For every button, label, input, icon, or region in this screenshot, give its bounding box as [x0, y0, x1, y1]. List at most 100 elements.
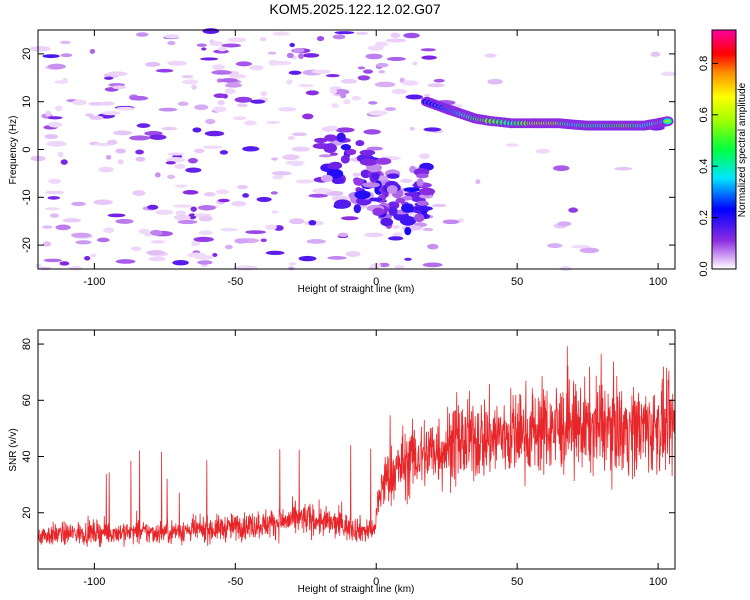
heatmap-cell [136, 123, 151, 128]
heatmap-cell [433, 78, 445, 83]
heatmap-cell [101, 111, 121, 116]
chart-title: KOM5.2025.122.12.02.G07 [269, 1, 440, 17]
heatmap-cell [192, 127, 202, 133]
spectrogram-y-ticks: -20 -10 0 10 20 [21, 48, 675, 253]
heatmap-cell [235, 61, 252, 67]
heatmap-cell [359, 158, 378, 166]
heatmap-cell [362, 69, 374, 74]
heatmap-cell [340, 155, 350, 164]
heatmap-cell [130, 246, 142, 251]
heatmap-cell [265, 120, 281, 125]
heatmap-cell [187, 252, 206, 258]
heatmap-cell [391, 88, 407, 95]
heatmap-cell [418, 187, 436, 196]
heatmap-cell [650, 51, 661, 57]
heatmap-cell [182, 190, 199, 195]
heatmap-cell [265, 250, 285, 255]
heatmap-cell [579, 247, 600, 254]
heatmap-cell [422, 262, 443, 268]
heatmap-cell [57, 151, 64, 158]
heatmap-cell [323, 143, 337, 154]
heatmap-cell [336, 132, 346, 143]
heatmap-cell [392, 225, 400, 230]
heatmap-cell [351, 96, 362, 101]
x-tick-label: 100 [649, 576, 667, 588]
heatmap-cell [289, 218, 305, 225]
heatmap-cell [394, 264, 405, 270]
heatmap-cell [375, 41, 388, 47]
heatmap-cell [62, 77, 68, 83]
heatmap-cell [318, 154, 333, 158]
heatmap-cell [422, 227, 434, 232]
heatmap-cell [54, 105, 63, 112]
heatmap-cell [182, 79, 199, 85]
snr-y-label: SNR (v/v) [8, 428, 19, 471]
heatmap-cell [215, 189, 230, 195]
heatmap-cell [68, 265, 83, 271]
heatmap-cell [242, 146, 260, 152]
heatmap-cell [200, 57, 219, 61]
heatmap-cell [380, 217, 394, 227]
heatmap-cell [237, 184, 248, 190]
spectrogram-frame [37, 29, 676, 270]
heatmap-cell [217, 46, 227, 52]
colorbar-ticks: 0.0 0.2 0.4 0.6 0.8 [698, 56, 718, 277]
heatmap-cell [115, 218, 134, 224]
heatmap-cell [148, 256, 166, 262]
heatmap-cell [399, 216, 417, 226]
heatmap-cell [201, 47, 207, 51]
heatmap-cell [268, 59, 279, 66]
heatmap-cell [172, 260, 189, 266]
heatmap-cell [161, 126, 178, 131]
snr-x-ticks: -100 -50 0 50 100 [83, 330, 667, 588]
heatmap-cell [165, 161, 176, 165]
heatmap-cell [45, 110, 52, 117]
heatmap-cell [167, 174, 176, 180]
heatmap-cell [236, 103, 248, 108]
heatmap-cell [71, 201, 86, 206]
heatmap-cell [48, 121, 63, 128]
spectrogram-x-ticks: -100 -50 0 50 100 [83, 30, 667, 288]
heatmap-cell [404, 227, 412, 236]
heatmap-cell [387, 201, 400, 210]
colorbar-tick-label: 0.0 [698, 261, 710, 276]
heatmap-cell [340, 93, 347, 99]
heatmap-cell [320, 174, 333, 182]
heatmap-cell [334, 199, 352, 209]
heatmap-cell [416, 173, 429, 179]
heatmap-cell [357, 75, 371, 81]
heatmap-cell [312, 187, 333, 194]
doppler-ridge [420, 96, 674, 131]
heatmap-cell [505, 143, 520, 147]
heatmap-cell [341, 216, 359, 221]
heatmap-cell [272, 31, 290, 36]
colorbar-frame [711, 29, 737, 270]
heatmap-cell [75, 240, 92, 245]
heatmap-cell [224, 244, 233, 250]
y-tick-label: 40 [21, 450, 33, 462]
heatmap-cell [249, 65, 264, 71]
heatmap-cell [416, 178, 424, 187]
heatmap-cell [357, 66, 366, 70]
heatmap-cell [423, 127, 442, 132]
heatmap-cell [173, 214, 191, 221]
heatmap-cell [568, 207, 579, 213]
heatmap-cell [129, 135, 151, 141]
heatmap-cell [409, 81, 419, 86]
snr-x-label: Height of straight line (km) [298, 584, 415, 595]
heatmap-cell [227, 37, 247, 43]
heatmap-cell [60, 53, 73, 58]
heatmap-cell [103, 76, 114, 80]
heatmap-cell [259, 37, 267, 42]
heatmap-cell [219, 78, 239, 83]
heatmap-cell [378, 262, 390, 268]
heatmap-cell [44, 134, 58, 140]
heatmap-cell [390, 32, 401, 38]
heatmap-cell [203, 192, 216, 197]
heatmap-cell [328, 161, 343, 170]
heatmap-cell [193, 236, 214, 242]
heatmap-cell [386, 173, 400, 179]
heatmap-cell [354, 190, 371, 200]
heatmap-cell [154, 172, 161, 178]
